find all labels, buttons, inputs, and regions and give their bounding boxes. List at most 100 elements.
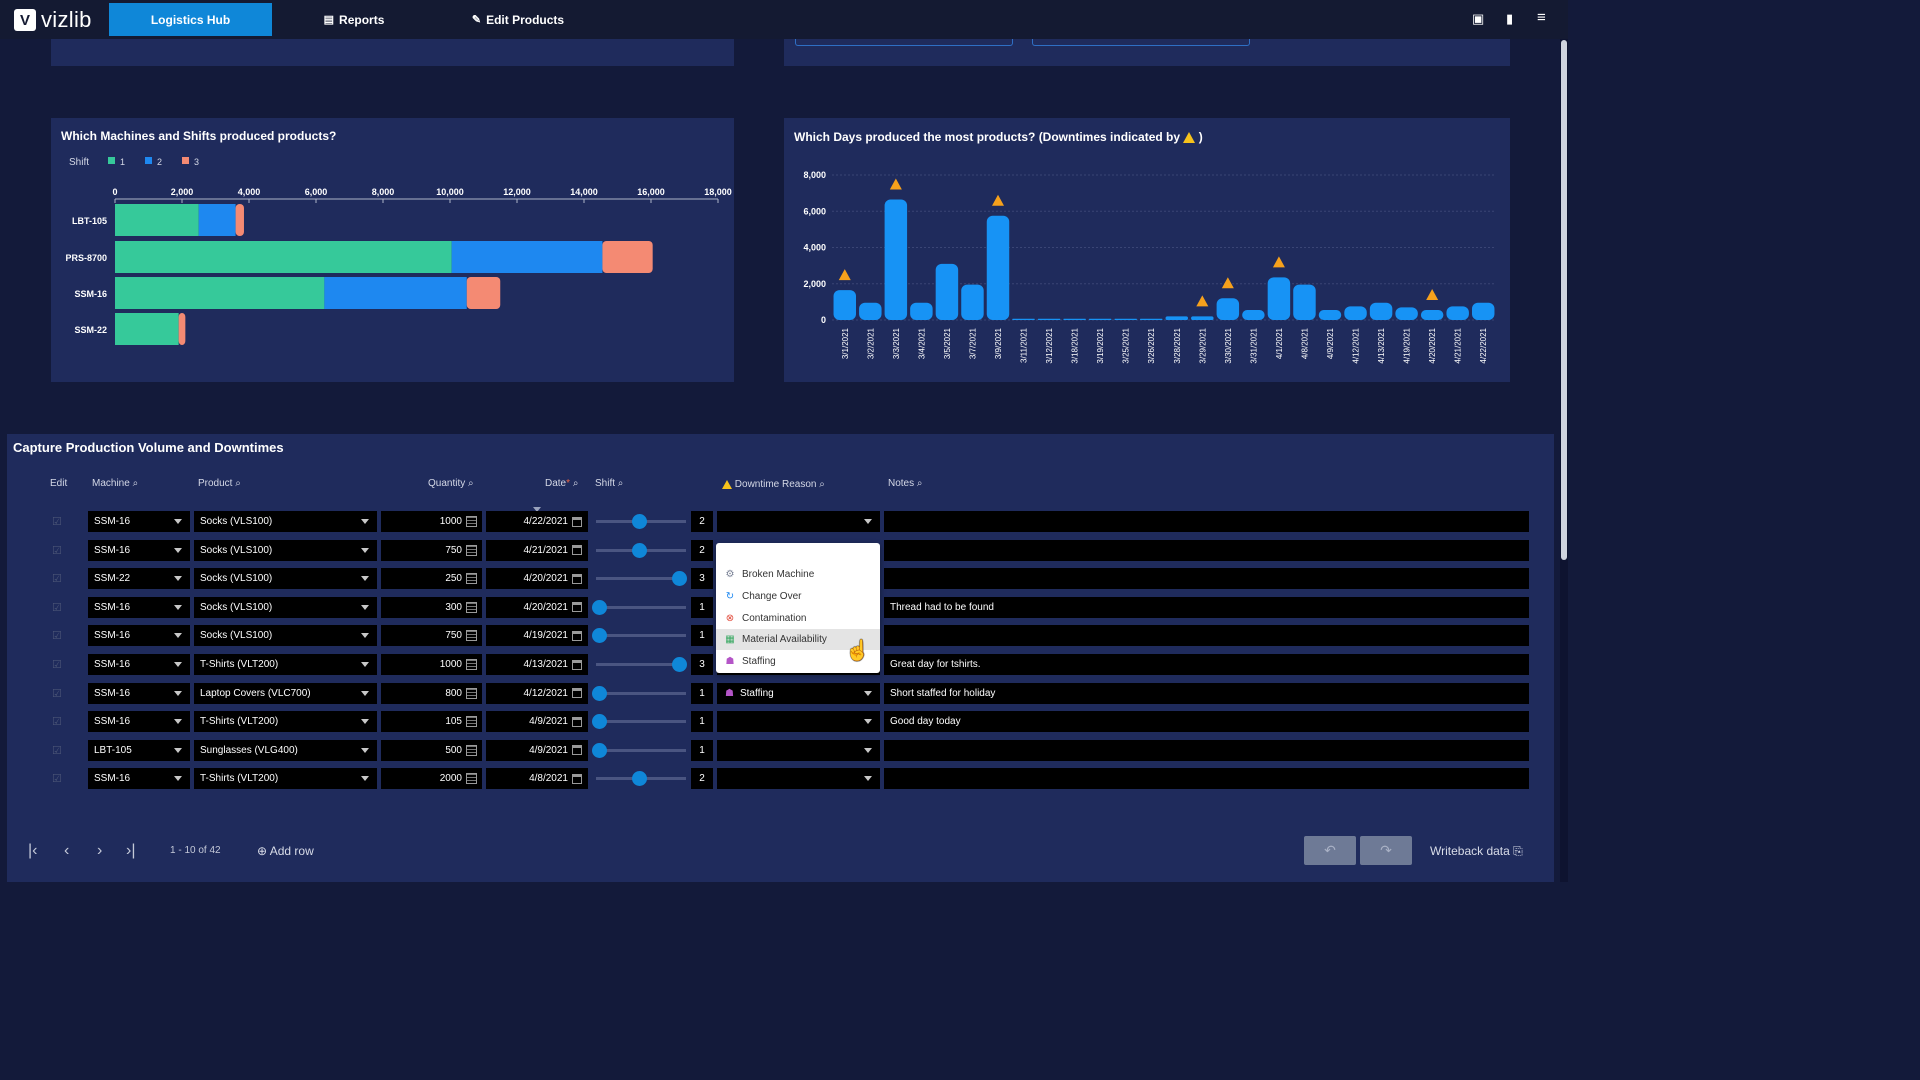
shift-slider-track[interactable] [596,634,686,638]
bar[interactable] [884,199,908,320]
calculator-icon[interactable] [466,659,477,670]
quantity-input[interactable]: 1000 [381,654,482,675]
bar-segment[interactable] [466,277,501,309]
notes-input[interactable] [884,625,1529,647]
date-input[interactable]: 4/21/2021 [486,539,588,561]
bookmark-icon[interactable]: ▮ [1506,11,1514,26]
tab-reports[interactable]: ▤ Reports [318,3,390,36]
redo-button[interactable]: ↷ [1360,836,1412,865]
search-icon[interactable]: ⌕ [916,478,923,489]
bar-segment[interactable] [451,241,603,273]
bar[interactable] [1420,310,1444,320]
dropdown-option-material-availability[interactable]: ▦ Material Availability [716,629,880,650]
bar[interactable] [986,215,1010,320]
bar[interactable] [1446,306,1469,320]
filter-input[interactable] [795,39,1013,46]
notes-input[interactable]: Good day today [884,711,1529,733]
legend-swatch[interactable] [145,157,152,164]
calendar-icon[interactable] [572,773,582,784]
dropdown-option-contamination[interactable]: ⊗ Contamination [716,608,880,629]
product-select[interactable]: Socks (VLS100) [194,511,377,532]
bar[interactable] [859,302,882,320]
shift-slider-thumb[interactable] [592,599,607,615]
search-icon[interactable]: ⌕ [132,478,139,489]
writeback-data-button[interactable]: Writeback data ⎘ [1430,844,1523,859]
downtime-warning-icon[interactable] [1272,256,1285,268]
notes-input[interactable]: Great day for tshirts. [884,654,1529,675]
bar-segment[interactable] [115,313,179,345]
date-input[interactable]: 4/22/2021 [486,511,588,532]
bar-segment[interactable] [178,313,186,345]
bar[interactable] [1471,302,1495,320]
notes-input[interactable] [884,739,1529,761]
calculator-icon[interactable] [466,544,477,556]
bar-segment[interactable] [324,277,467,309]
bar[interactable] [1216,298,1240,320]
row-edit-checkbox[interactable]: ☑ [52,773,62,786]
quantity-input[interactable]: 300 [381,596,482,618]
downtime-reason-select[interactable]: ☗ Staffing [717,682,880,704]
calendar-icon[interactable] [572,659,582,670]
date-input[interactable]: 4/20/2021 [486,596,588,618]
bar[interactable] [833,290,857,320]
shift-slider-thumb[interactable] [672,657,687,672]
downtime-reason-dropdown[interactable]: ⚙ Broken Machine ↻ Change Over ⊗ Contaminat… [716,543,880,673]
bar-segment[interactable] [115,204,199,236]
menu-icon[interactable]: ≡ [1537,9,1546,26]
bar[interactable] [1037,318,1061,320]
downtime-warning-icon[interactable] [1221,277,1234,289]
calendar-icon[interactable] [572,602,582,613]
calculator-icon[interactable] [466,744,477,756]
downtime-reason-select[interactable] [717,711,880,733]
machine-select[interactable]: SSM-16 [88,625,190,647]
next-page-icon[interactable]: › [97,842,103,859]
date-input[interactable]: 4/8/2021 [486,768,588,790]
quantity-input[interactable]: 105 [381,711,482,733]
bar[interactable] [1191,316,1214,320]
product-select[interactable]: T-Shirts (VLT200) [194,768,377,790]
column-header-date[interactable]: Date* ⌕ [545,478,578,489]
bar[interactable] [1395,307,1418,320]
tab-edit-products[interactable]: ✎ Edit Products [466,3,570,36]
shift-slider-track[interactable] [596,605,686,609]
machine-select[interactable]: SSM-16 [88,682,190,704]
bar[interactable] [1139,318,1163,320]
filter-input[interactable] [1032,39,1250,46]
column-header-quantity[interactable]: Quantity ⌕ [428,478,474,489]
bar-segment[interactable] [115,277,325,309]
column-header-downtime[interactable]: Downtime Reason ⌕ [722,479,825,490]
shift-slider-track[interactable] [596,577,686,581]
shift-slider-thumb[interactable] [592,742,607,758]
column-header-notes[interactable]: Notes ⌕ [888,478,923,489]
shift-slider-thumb[interactable] [632,542,647,558]
search-icon[interactable]: ⌕ [572,478,579,489]
tab-logistics-hub[interactable]: Logistics Hub [109,3,272,36]
date-input[interactable]: 4/13/2021 [486,654,588,675]
bar[interactable] [961,284,984,320]
row-edit-checkbox[interactable]: ☑ [52,601,62,614]
bar[interactable] [1318,310,1342,320]
column-header-shift[interactable]: Shift ⌕ [595,478,623,489]
search-icon[interactable]: ⌕ [819,479,825,490]
last-page-icon[interactable]: ›| [126,842,136,859]
row-edit-checkbox[interactable]: ☑ [52,716,62,729]
row-edit-checkbox[interactable]: ☑ [52,573,62,586]
product-select[interactable]: Socks (VLS100) [194,625,377,647]
quantity-input[interactable]: 500 [381,739,482,761]
vizlib-logo[interactable]: V vizlib [14,7,92,33]
calculator-icon[interactable] [466,773,477,785]
notes-input[interactable] [884,568,1529,590]
dropdown-option-staffing[interactable]: ☗ Staffing [716,651,880,672]
quantity-input[interactable]: 250 [381,568,482,590]
quantity-input[interactable]: 750 [381,539,482,561]
calendar-icon[interactable] [572,573,582,584]
machine-select[interactable]: SSM-16 [88,768,190,790]
date-input[interactable]: 4/9/2021 [486,739,588,761]
present-icon[interactable]: ▣ [1472,11,1485,26]
row-edit-checkbox[interactable]: ☑ [52,630,62,643]
product-select[interactable]: Laptop Covers (VLC700) [194,682,377,704]
column-header-machine[interactable]: Machine ⌕ [92,478,138,489]
bar[interactable] [1267,277,1291,320]
calculator-icon[interactable] [466,716,477,728]
downtime-reason-select[interactable] [717,768,880,790]
